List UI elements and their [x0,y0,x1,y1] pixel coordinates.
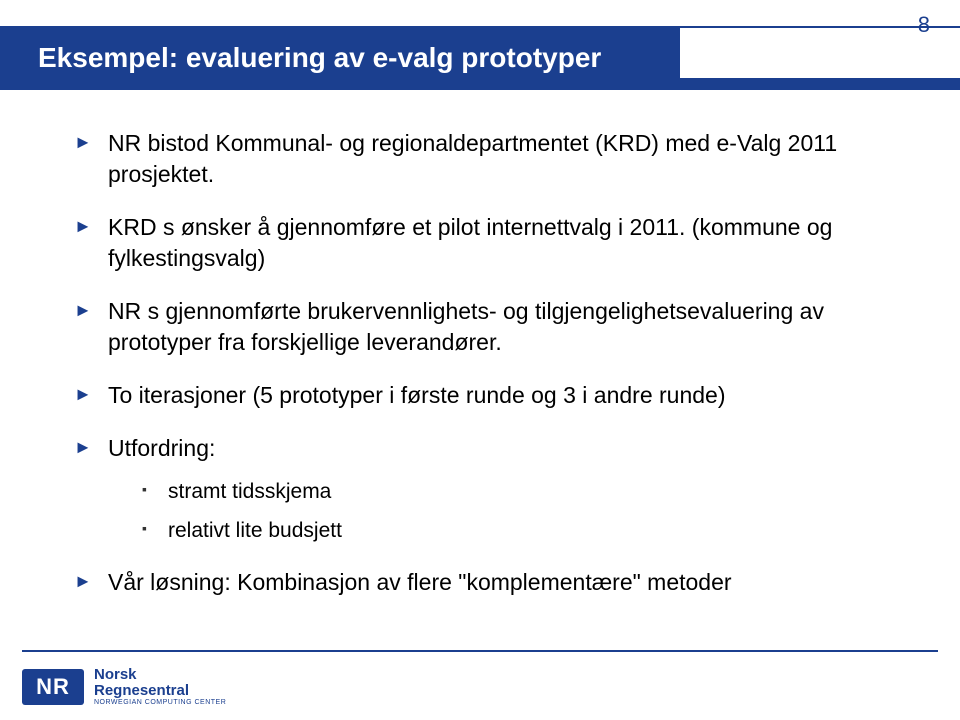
sub-bullet-text: relativt lite budsjett [168,519,342,542]
sub-bullet-item: relativt lite budsjett [142,517,900,545]
sub-bullet-item: stramt tidsskjema [142,478,900,506]
sub-bullet-list: stramt tidsskjema relativt lite budsjett [142,478,900,545]
bullet-item: NR s gjennomførte brukervennlighets- og … [74,296,900,358]
logo-text: Norsk Regnesentral NORWEGIAN COMPUTING C… [94,667,226,706]
bullet-item: Vår løsning: Kombinasjon av flere "kompl… [74,567,900,598]
bullet-text: NR s gjennomførte brukervennlighets- og … [108,298,824,355]
logo-abbrev: NR [36,674,70,700]
content-area: NR bistod Kommunal- og regionaldepartmen… [74,128,900,620]
logo-subtitle: NORWEGIAN COMPUTING CENTER [94,699,226,706]
bullet-text: KRD s ønsker å gjennomføre et pilot inte… [108,214,832,271]
bullet-text: Vår løsning: Kombinasjon av flere "kompl… [108,569,732,595]
footer-divider [22,650,938,652]
footer: NR Norsk Regnesentral NORWEGIAN COMPUTIN… [0,650,960,720]
bullet-text: NR bistod Kommunal- og regionaldepartmen… [108,130,837,187]
page-number: 8 [918,12,930,38]
bullet-text: To iterasjoner (5 prototyper i første ru… [108,382,726,408]
logo-badge: NR [22,669,84,705]
bullet-item: KRD s ønsker å gjennomføre et pilot inte… [74,212,900,274]
bullet-item: NR bistod Kommunal- og regionaldepartmen… [74,128,900,190]
logo-name: Norsk Regnesentral [94,667,226,699]
bullet-item: To iterasjoner (5 prototyper i første ru… [74,380,900,411]
logo: NR Norsk Regnesentral NORWEGIAN COMPUTIN… [22,667,226,706]
bullet-list: NR bistod Kommunal- og regionaldepartmen… [74,128,900,598]
slide-title: Eksempel: evaluering av e-valg prototype… [38,42,601,74]
sub-bullet-text: stramt tidsskjema [168,480,331,503]
bullet-text: Utfordring: [108,435,215,461]
bullet-item: Utfordring: stramt tidsskjema relativt l… [74,433,900,545]
slide: 8 Eksempel: evaluering av e-valg prototy… [0,0,960,720]
